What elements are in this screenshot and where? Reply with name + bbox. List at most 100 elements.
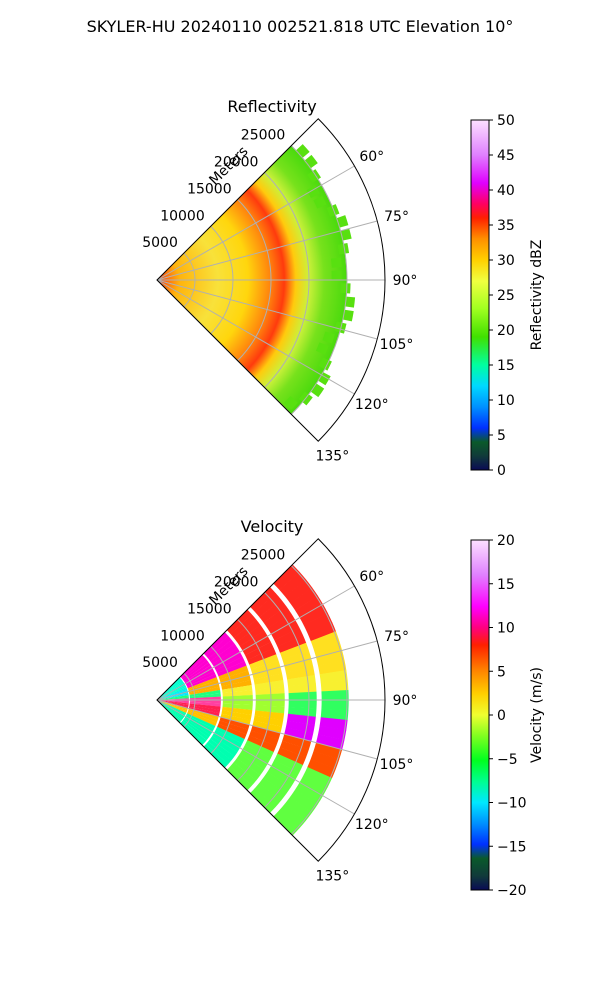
- velocity-cell: [203, 744, 229, 768]
- colorbar-tick-label: 10: [497, 393, 515, 409]
- velocity-cell: [284, 579, 313, 604]
- velocity-cell: [250, 587, 276, 613]
- velocity-cell: [318, 725, 347, 741]
- velocity-cell: [213, 729, 243, 749]
- velocity-cell: [313, 640, 343, 658]
- velocity-cell: [187, 674, 217, 689]
- range-tick-label: 10000: [160, 208, 205, 224]
- range-tick-label: 25000: [241, 548, 286, 564]
- reflectivity-edge-cell: [284, 395, 298, 410]
- colorbar-label: Velocity (m/s): [529, 667, 545, 763]
- azimuth-gridline: [156, 279, 355, 395]
- radar-panels: Reflectivity500010000150002000025000Mete…: [142, 97, 545, 899]
- colorbar-tick-label: 20: [497, 533, 515, 549]
- velocity-cell: [221, 680, 252, 690]
- velocity-cell: [250, 725, 281, 740]
- azimuth-gridline: [156, 165, 355, 281]
- velocity-cell: [187, 677, 218, 690]
- velocity-cell: [303, 766, 333, 788]
- sector-outline: [156, 118, 386, 442]
- velocity-cell: [279, 642, 309, 660]
- colorbar-tick-label: 50: [497, 113, 515, 129]
- range-tick-label: 15000: [187, 181, 232, 197]
- azimuth-gridline: [156, 220, 378, 281]
- velocity-cell: [255, 705, 285, 714]
- velocity-cell: [214, 652, 243, 671]
- range-tick-label: 10000: [160, 628, 205, 644]
- velocity-cell: [319, 670, 348, 684]
- range-tick-label: 20000: [214, 575, 259, 591]
- range-tick-label: 20000: [214, 155, 259, 171]
- velocity-cell: [321, 689, 349, 701]
- colorbar-tick-label: 5: [497, 428, 506, 444]
- velocity-cell: [203, 632, 229, 657]
- velocity-cell: [270, 759, 300, 781]
- reflectivity-edge-cell: [331, 270, 342, 280]
- velocity-cell: [157, 700, 184, 719]
- velocity-cell: [320, 679, 349, 692]
- velocity-cell: [284, 727, 314, 742]
- reflectivity-edge-cell: [326, 204, 340, 218]
- velocity-cell: [157, 679, 183, 700]
- velocity-cell: [181, 720, 207, 743]
- azimuth-tick-label: 135°: [315, 868, 349, 884]
- velocity-cell: [215, 656, 245, 674]
- velocity-cell: [282, 734, 312, 750]
- azimuth-tick-label: 90°: [393, 693, 418, 709]
- colorbar-tick-label: −10: [497, 796, 527, 812]
- velocity-cell: [186, 670, 216, 687]
- velocity-cell: [157, 687, 187, 700]
- velocity-cell: [313, 742, 343, 760]
- velocity-cell: [287, 713, 316, 726]
- reflectivity-edge-cell: [322, 331, 335, 344]
- velocity-cell: [217, 661, 247, 677]
- velocity-cell: [222, 694, 253, 701]
- velocity-cell: [189, 703, 221, 711]
- velocity-cell: [157, 700, 182, 722]
- velocity-cell: [218, 720, 249, 735]
- velocity-cell: [184, 665, 213, 684]
- colorbar-tick-label: −20: [497, 883, 527, 899]
- velocity-cell: [282, 650, 312, 667]
- velocity-cell: [279, 803, 306, 829]
- velocity-cell: [219, 717, 250, 730]
- velocity-cell: [205, 741, 232, 765]
- velocity-cell: [208, 738, 235, 761]
- azimuth-tick-label: 105°: [380, 337, 414, 353]
- velocity-cell: [249, 654, 279, 670]
- velocity-cell: [249, 730, 279, 747]
- azimuth-tick-label: 90°: [393, 273, 418, 289]
- colorbar-bar: [470, 119, 490, 471]
- velocity-cell: [220, 675, 251, 687]
- velocity-cell: [255, 686, 285, 696]
- reflectivity-edge-cell: [334, 321, 347, 334]
- velocity-cell: [183, 662, 211, 683]
- velocity-cell: [205, 635, 232, 659]
- azimuth-gridline: [156, 640, 378, 701]
- velocity-cell: [157, 700, 187, 714]
- velocity-cell: [254, 782, 282, 808]
- velocity-cell: [284, 796, 313, 821]
- velocity-cell: [290, 587, 318, 611]
- velocity-cell: [215, 726, 245, 744]
- velocity-cell: [187, 711, 217, 727]
- velocity-cell: [279, 740, 309, 758]
- velocity-cell: [254, 680, 285, 690]
- azimuth-tick-label: 60°: [359, 569, 384, 585]
- azimuth-tick-label: 60°: [359, 149, 384, 165]
- colorbar-tick-label: 15: [497, 358, 515, 374]
- azimuth-tick-label: 135°: [315, 448, 349, 464]
- velocity-cell: [252, 666, 283, 680]
- range-tick-label: 5000: [142, 655, 178, 671]
- colorbar-tick-label: 30: [497, 253, 515, 269]
- velocity-cell: [181, 657, 207, 680]
- colorbar-tick-label: 45: [497, 148, 515, 164]
- velocity-cell: [321, 700, 349, 711]
- velocity-cell: [157, 696, 189, 700]
- reflectivity-edge-cell: [295, 144, 310, 159]
- velocity-cell: [189, 705, 221, 714]
- reflectivity-edge-cell: [303, 154, 318, 170]
- velocity-cell: [157, 681, 184, 700]
- azimuth-tick-label: 75°: [384, 209, 409, 225]
